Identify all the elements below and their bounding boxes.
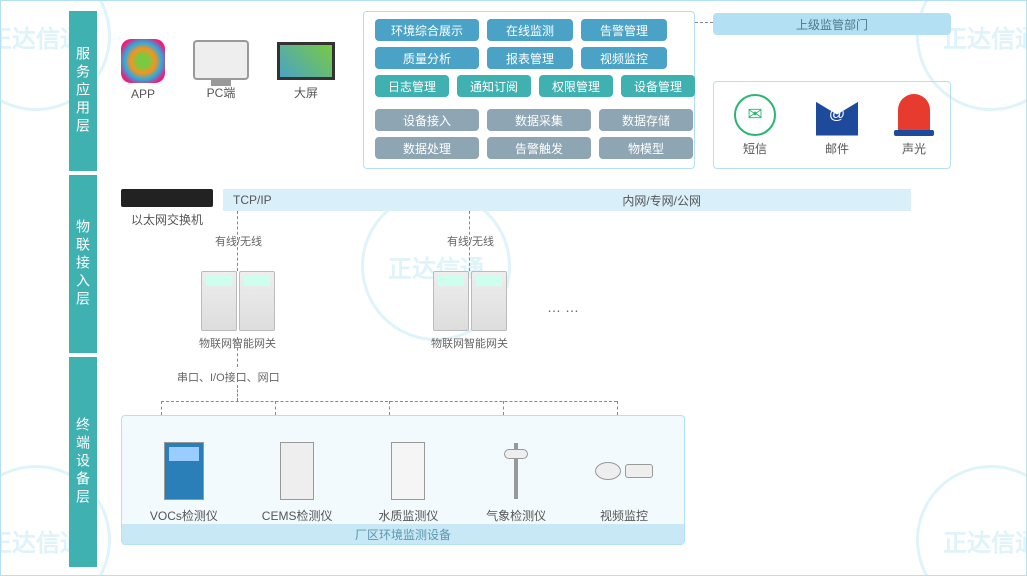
feature-row: 质量分析报表管理视频监控 <box>375 47 667 69</box>
device-label: 气象检测仪 <box>486 507 546 524</box>
device-icon <box>152 439 216 503</box>
feature-pill: 视频监控 <box>581 47 667 69</box>
notify-email: @ 邮件 <box>816 94 858 157</box>
device-caption: 厂区环境监测设备 <box>122 524 684 544</box>
device-icon <box>265 439 329 503</box>
device-camera: 视频监控 <box>592 439 656 524</box>
feature-pill: 数据处理 <box>375 137 479 159</box>
feature-pill: 权限管理 <box>539 75 613 97</box>
feature-pill: 设备管理 <box>621 75 695 97</box>
connector <box>161 401 162 415</box>
device-cems: CEMS检测仪 <box>262 439 333 524</box>
feature-pill: 设备接入 <box>375 109 479 131</box>
feature-pill: 通知订阅 <box>457 75 531 97</box>
device-icon <box>376 439 440 503</box>
connector <box>617 401 618 415</box>
ethernet-switch: 以太网交换机 <box>121 189 213 228</box>
pc-icon <box>193 40 249 80</box>
email-icon: @ <box>816 94 858 136</box>
layer-label-iot: 物联接入层 <box>69 175 97 353</box>
device-label: VOCs检测仪 <box>150 507 218 524</box>
feature-pill: 告警管理 <box>581 19 667 41</box>
switch-icon <box>121 189 213 207</box>
feature-row: 设备接入数据采集数据存储 <box>375 109 693 131</box>
protocol-bar: TCP/IP 内网/专网/公网 <box>223 189 911 211</box>
client-app-label: APP <box>131 87 155 101</box>
link-label: 有线/无线 <box>447 233 494 249</box>
layer-separator <box>69 353 97 357</box>
interface-label: 串口、I/O接口、网口 <box>177 369 280 385</box>
notify-alarm: 声光 <box>898 94 930 157</box>
sms-icon: ✉ <box>734 94 776 136</box>
layer-label-device: 终端设备层 <box>69 357 97 567</box>
layer-label-service: 服务应用层 <box>69 11 97 171</box>
gateway-label: 物联网智能网关 <box>431 335 508 351</box>
device-weather: 气象检测仪 <box>484 439 548 524</box>
feature-row: 日志管理通知订阅权限管理设备管理 <box>375 75 695 97</box>
protocol-right: 内网/专网/公网 <box>622 192 701 209</box>
device-label: CEMS检测仪 <box>262 507 333 524</box>
notify-sms: ✉ 短信 <box>734 94 776 157</box>
device-label: 视频监控 <box>600 507 648 524</box>
device-water: 水质监测仪 <box>376 439 440 524</box>
device-row: VOCs检测仪 CEMS检测仪 水质监测仪 气象检测仪 <box>122 416 684 524</box>
watermark: 正达信通 <box>916 465 1027 576</box>
protocol-left: TCP/IP <box>233 193 272 207</box>
link-label: 有线/无线 <box>215 233 262 249</box>
feature-row: 环境综合展示在线监测告警管理 <box>375 19 667 41</box>
bigscreen-icon <box>277 42 335 80</box>
switch-label: 以太网交换机 <box>131 211 203 228</box>
connector <box>695 22 713 23</box>
supervisor-pill: 上级监管部门 <box>713 13 951 35</box>
ellipsis: …… <box>547 299 583 315</box>
gateway-icon <box>239 271 275 331</box>
feature-pill: 质量分析 <box>375 47 479 69</box>
device-icon <box>484 439 548 503</box>
architecture-diagram: 正达信通 正达信通 正达信通 正达信通 正达信通 服务应用层 物联接入层 终端设… <box>0 0 1027 576</box>
feature-pill: 物模型 <box>599 137 693 159</box>
connector <box>237 337 238 367</box>
app-icon <box>121 39 165 83</box>
feature-pill: 数据采集 <box>487 109 591 131</box>
device-icon <box>592 439 656 503</box>
device-box-border: VOCs检测仪 CEMS检测仪 水质监测仪 气象检测仪 <box>121 415 685 545</box>
feature-pill: 告警触发 <box>487 137 591 159</box>
connector <box>275 401 276 415</box>
device-vocs: VOCs检测仪 <box>150 439 218 524</box>
client-pc-label: PC端 <box>207 84 236 101</box>
connector <box>389 401 390 415</box>
feature-pill: 在线监测 <box>487 19 573 41</box>
client-app: APP <box>121 39 165 101</box>
client-bigscreen: 大屏 <box>277 42 335 101</box>
feature-row: 数据处理告警触发物模型 <box>375 137 693 159</box>
connector <box>503 401 504 415</box>
gateway-icon <box>471 271 507 331</box>
feature-pill: 数据存储 <box>599 109 693 131</box>
device-label: 水质监测仪 <box>378 507 438 524</box>
notify-label: 邮件 <box>825 140 849 157</box>
feature-pill: 环境综合展示 <box>375 19 479 41</box>
notify-label: 声光 <box>902 140 926 157</box>
alarm-icon <box>898 94 930 136</box>
gateway-pair <box>433 271 507 331</box>
layer-separator <box>69 171 97 175</box>
gateway-pair <box>201 271 275 331</box>
feature-pill: 报表管理 <box>487 47 573 69</box>
client-bigscreen-label: 大屏 <box>294 84 318 101</box>
notify-box: ✉ 短信 @ 邮件 声光 <box>713 81 951 169</box>
client-apps: APP PC端 大屏 <box>121 39 335 101</box>
gateway-icon <box>433 271 469 331</box>
gateway-icon <box>201 271 237 331</box>
feature-pill: 日志管理 <box>375 75 449 97</box>
notify-label: 短信 <box>743 140 767 157</box>
connector <box>237 385 238 401</box>
client-pc: PC端 <box>193 40 249 101</box>
